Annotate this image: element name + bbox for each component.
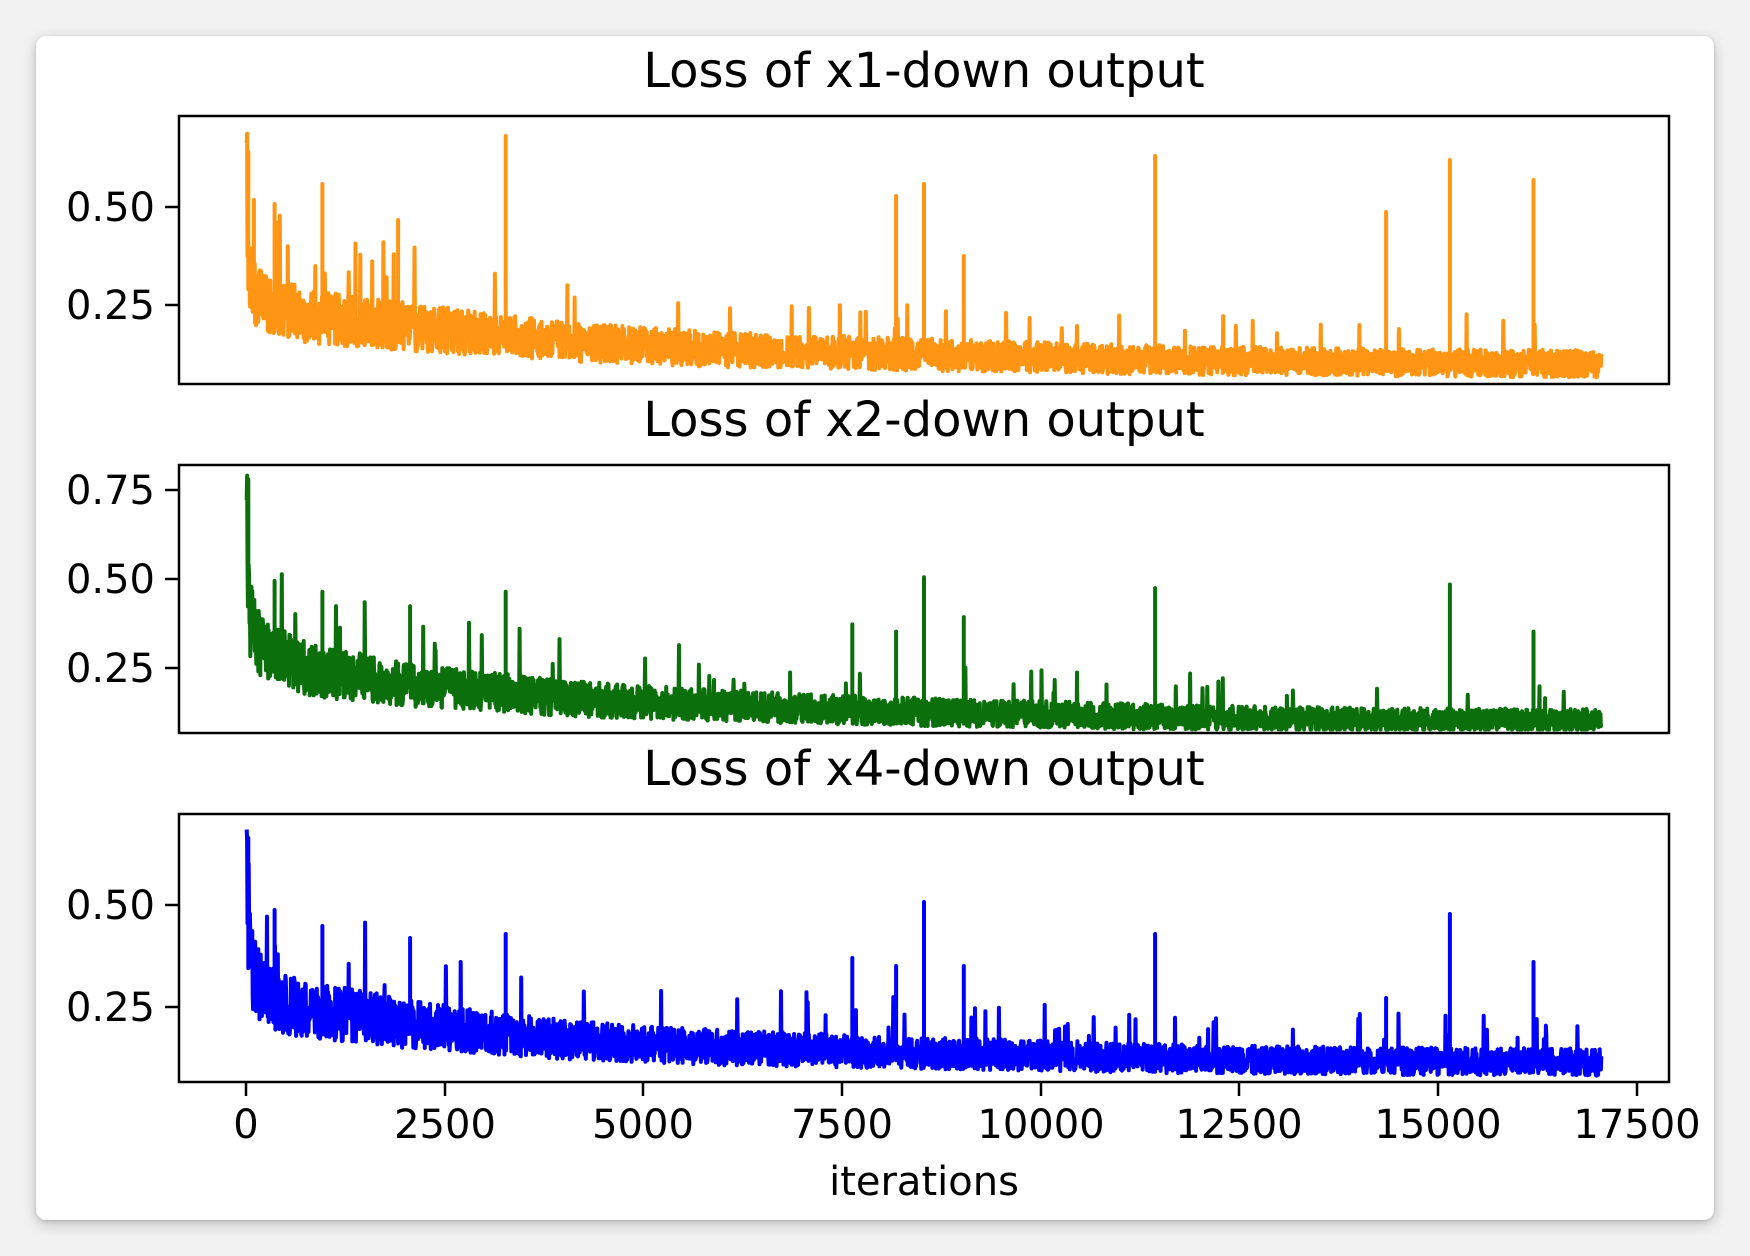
panel-x2-down: Loss of x2-down output 0.75 0.50 0.25	[66, 392, 1671, 735]
xtick-label: 0	[233, 1102, 258, 1148]
panel-x4-down: Loss of x4-down output 0.50 0.25 0 2500 …	[66, 741, 1701, 1205]
x-axis-label: iterations	[829, 1159, 1019, 1205]
panel-x1-down: Loss of x1-down output 0.50 0.25	[66, 43, 1671, 386]
loss-line	[244, 131, 1604, 380]
ytick-label: 0.25	[66, 646, 155, 692]
ytick-label: 0.50	[66, 557, 155, 603]
xtick-label: 12500	[1175, 1102, 1302, 1148]
xtick-label: 2500	[394, 1102, 496, 1148]
xtick-label: 17500	[1573, 1102, 1700, 1148]
loss-line	[244, 829, 1604, 1078]
ytick-label: 0.50	[66, 185, 155, 231]
x-axis: 0 2500 5000 7500 10000 12500 15000 17500	[233, 1082, 1701, 1148]
xtick-label: 10000	[977, 1102, 1104, 1148]
xtick-label: 7500	[791, 1102, 893, 1148]
figure: Loss of x1-down output 0.50 0.25 Loss of…	[66, 43, 1701, 1205]
xtick-label: 5000	[592, 1102, 694, 1148]
chart-card: Loss of x1-down output 0.50 0.25 Loss of…	[36, 36, 1714, 1220]
ytick-label: 0.75	[66, 468, 155, 514]
axes-frame	[177, 463, 1671, 735]
ytick-label: 0.25	[66, 283, 155, 329]
axes-frame	[177, 114, 1671, 386]
ytick-label: 0.50	[66, 883, 155, 929]
xtick-label: 15000	[1374, 1102, 1501, 1148]
panel-title: Loss of x2-down output	[643, 392, 1204, 448]
loss-line	[244, 473, 1604, 732]
plot-area	[244, 473, 1604, 732]
panel-title: Loss of x4-down output	[643, 741, 1204, 797]
ytick-label: 0.25	[66, 985, 155, 1031]
panel-title: Loss of x1-down output	[643, 43, 1204, 99]
plot-area	[244, 829, 1604, 1078]
plot-area	[244, 131, 1604, 380]
axes-frame	[177, 812, 1671, 1084]
